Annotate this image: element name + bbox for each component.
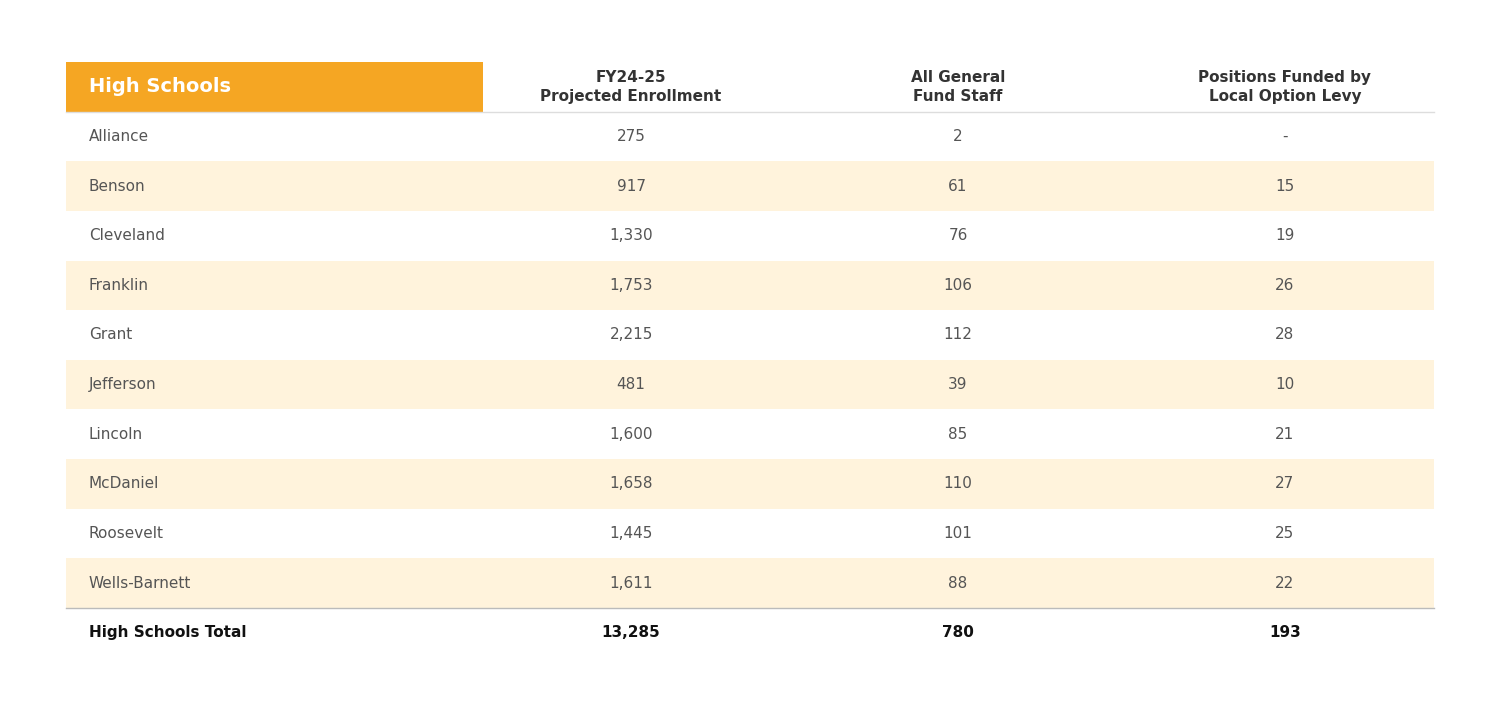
Text: -: - <box>1282 129 1287 144</box>
FancyBboxPatch shape <box>66 112 1434 161</box>
Text: Jefferson: Jefferson <box>88 377 156 392</box>
Text: 275: 275 <box>616 129 645 144</box>
Text: Alliance: Alliance <box>88 129 148 144</box>
Text: 19: 19 <box>1275 228 1294 243</box>
Text: 76: 76 <box>948 228 968 243</box>
Text: Franklin: Franklin <box>88 278 148 293</box>
Text: Grant: Grant <box>88 328 132 342</box>
FancyBboxPatch shape <box>66 310 1434 360</box>
Text: 1,600: 1,600 <box>609 427 652 441</box>
FancyBboxPatch shape <box>66 409 1434 459</box>
FancyBboxPatch shape <box>66 459 1434 508</box>
Text: 88: 88 <box>948 576 968 591</box>
Text: 39: 39 <box>948 377 968 392</box>
Text: 917: 917 <box>616 179 645 193</box>
Text: 22: 22 <box>1275 576 1294 591</box>
Text: High Schools Total: High Schools Total <box>88 625 246 640</box>
Text: 112: 112 <box>944 328 972 342</box>
FancyBboxPatch shape <box>66 211 1434 261</box>
Text: 481: 481 <box>616 377 645 392</box>
FancyBboxPatch shape <box>66 261 1434 310</box>
Text: 61: 61 <box>948 179 968 193</box>
Text: 85: 85 <box>948 427 968 441</box>
Text: 10: 10 <box>1275 377 1294 392</box>
FancyBboxPatch shape <box>66 62 483 112</box>
Text: Cleveland: Cleveland <box>88 228 165 243</box>
Text: 2: 2 <box>952 129 963 144</box>
FancyBboxPatch shape <box>66 161 1434 211</box>
Text: Roosevelt: Roosevelt <box>88 526 164 541</box>
Text: 1,330: 1,330 <box>609 228 652 243</box>
Text: 21: 21 <box>1275 427 1294 441</box>
Text: All General
Fund Staff: All General Fund Staff <box>910 70 1005 103</box>
Text: McDaniel: McDaniel <box>88 477 159 491</box>
Text: 1,658: 1,658 <box>609 477 652 491</box>
Text: Lincoln: Lincoln <box>88 427 142 441</box>
Text: High Schools: High Schools <box>88 77 231 96</box>
FancyBboxPatch shape <box>66 608 1434 657</box>
FancyBboxPatch shape <box>66 360 1434 409</box>
Text: Positions Funded by
Local Option Levy: Positions Funded by Local Option Levy <box>1198 70 1371 103</box>
Text: 106: 106 <box>944 278 972 293</box>
Text: 25: 25 <box>1275 526 1294 541</box>
Text: 27: 27 <box>1275 477 1294 491</box>
Text: 2,215: 2,215 <box>609 328 652 342</box>
Text: 110: 110 <box>944 477 972 491</box>
FancyBboxPatch shape <box>66 508 1434 558</box>
Text: 26: 26 <box>1275 278 1294 293</box>
Text: 1,753: 1,753 <box>609 278 652 293</box>
Text: Benson: Benson <box>88 179 146 193</box>
Text: 13,285: 13,285 <box>602 625 660 640</box>
Text: 193: 193 <box>1269 625 1300 640</box>
Text: 28: 28 <box>1275 328 1294 342</box>
Text: FY24-25
Projected Enrollment: FY24-25 Projected Enrollment <box>540 70 722 103</box>
Text: 101: 101 <box>944 526 972 541</box>
Text: 1,445: 1,445 <box>609 526 652 541</box>
Text: 15: 15 <box>1275 179 1294 193</box>
FancyBboxPatch shape <box>483 62 1434 112</box>
Text: 780: 780 <box>942 625 974 640</box>
Text: 1,611: 1,611 <box>609 576 652 591</box>
FancyBboxPatch shape <box>66 558 1434 608</box>
Text: Wells-Barnett: Wells-Barnett <box>88 576 190 591</box>
